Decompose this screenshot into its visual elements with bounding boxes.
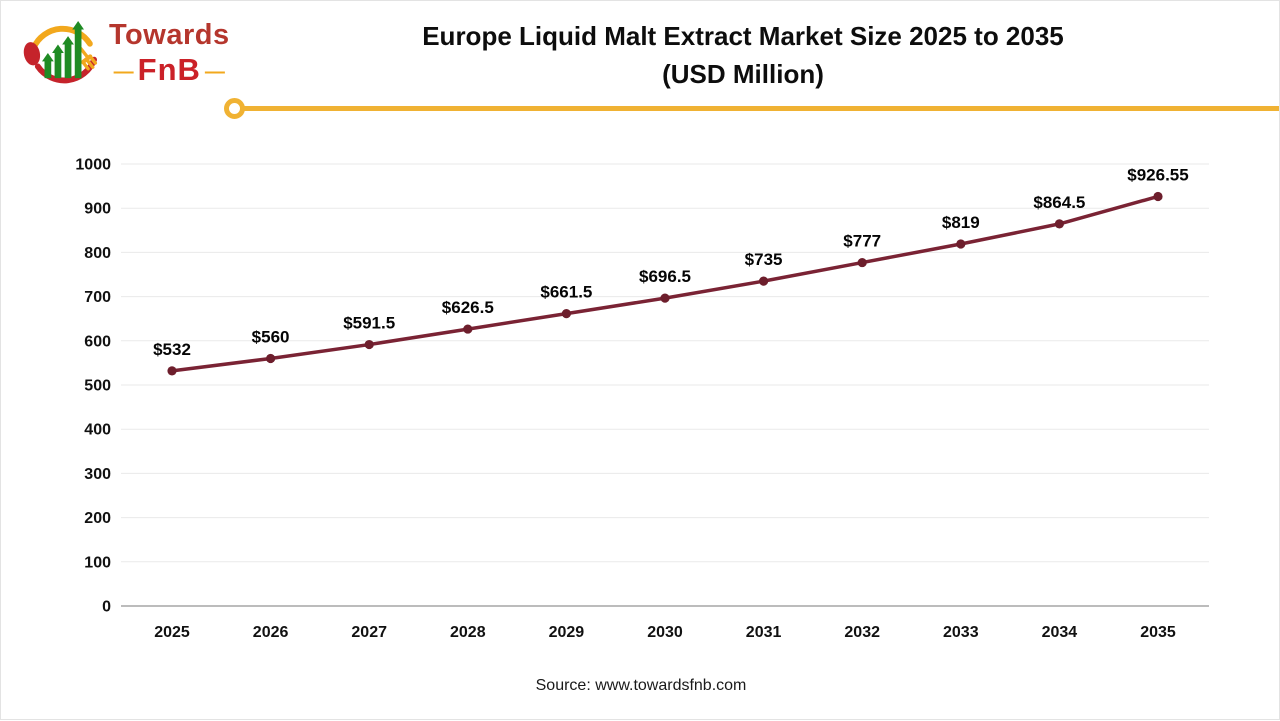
x-tick-label: 2027 bbox=[351, 624, 387, 641]
chart-title-line1: Europe Liquid Malt Extract Market Size 2… bbox=[422, 21, 1064, 51]
brand-wordmark: Towards — FnB — bbox=[109, 13, 230, 87]
y-tick-label: 300 bbox=[84, 466, 111, 483]
brand-logo: Towards — FnB — bbox=[21, 13, 230, 103]
x-tick-label: 2035 bbox=[1140, 624, 1176, 641]
y-tick-label: 0 bbox=[102, 599, 111, 616]
y-axis-labels: 0 100 200 300 400 500 600 700 800 900 1000 bbox=[75, 157, 111, 616]
data-label-2032: $777 bbox=[843, 232, 881, 251]
x-tick-label: 2025 bbox=[154, 624, 190, 641]
x-tick-label: 2031 bbox=[746, 624, 782, 641]
source-text: Source: www.towardsfnb.com bbox=[535, 677, 747, 694]
data-point-2030 bbox=[660, 293, 670, 303]
data-label-2035: $926.55 bbox=[1127, 165, 1188, 184]
data-label-2030: $696.5 bbox=[639, 267, 691, 286]
x-tick-label: 2034 bbox=[1042, 624, 1078, 641]
data-label-2028: $626.5 bbox=[442, 298, 494, 317]
x-tick-label: 2033 bbox=[943, 624, 979, 641]
data-point-2029 bbox=[561, 309, 572, 319]
y-tick-label: 600 bbox=[84, 333, 111, 350]
brand-dash-right: — bbox=[204, 60, 225, 83]
x-tick-label: 2028 bbox=[450, 624, 486, 641]
chart-title-line2: (USD Million) bbox=[662, 59, 824, 89]
data-point-2027 bbox=[364, 339, 374, 350]
data-label-2034: $864.5 bbox=[1033, 193, 1085, 212]
y-tick-label: 1000 bbox=[75, 157, 111, 174]
data-label-2027: $591.5 bbox=[343, 314, 395, 333]
chart-title: Europe Liquid Malt Extract Market Size 2… bbox=[211, 17, 1275, 93]
x-tick-label: 2029 bbox=[549, 624, 585, 641]
x-axis-labels: 2025 2026 2027 2028 2029 2030 2031 2032 2033 2034… bbox=[154, 624, 1176, 641]
data-point-2035 bbox=[1153, 191, 1163, 202]
x-tick-label: 2026 bbox=[253, 624, 289, 641]
data-point-2026 bbox=[266, 353, 276, 364]
header-divider-line bbox=[243, 106, 1279, 111]
x-tick-label: 2032 bbox=[844, 624, 880, 641]
y-tick-label: 900 bbox=[84, 201, 111, 218]
data-label-2029: $661.5 bbox=[540, 283, 592, 302]
data-label-2025: $532 bbox=[153, 340, 191, 359]
data-labels: $532 $560 $591.5 $626.5 $661.5 $696.5 $735 $777… bbox=[153, 165, 1189, 358]
gridlines bbox=[121, 163, 1209, 607]
y-tick-label: 800 bbox=[84, 245, 111, 262]
data-label-2031: $735 bbox=[745, 250, 783, 269]
data-point-2025 bbox=[167, 366, 177, 376]
data-point-2032 bbox=[857, 257, 867, 268]
brand-name-fnb: FnB bbox=[137, 52, 201, 87]
x-tick-label: 2030 bbox=[647, 624, 683, 641]
header-divider-ring-icon bbox=[224, 98, 245, 119]
data-point-2034 bbox=[1054, 219, 1064, 229]
data-point-2028 bbox=[463, 324, 473, 334]
towards-fnb-logo-icon bbox=[23, 21, 98, 84]
data-point-2033 bbox=[956, 239, 966, 249]
y-tick-label: 200 bbox=[84, 510, 111, 527]
data-label-2026: $560 bbox=[252, 327, 290, 346]
y-tick-label: 100 bbox=[84, 554, 111, 571]
data-points bbox=[167, 191, 1163, 376]
data-label-2033: $819 bbox=[942, 213, 980, 232]
brand-dash-left: — bbox=[113, 60, 134, 83]
y-tick-label: 700 bbox=[84, 289, 111, 306]
data-point-2031 bbox=[759, 276, 769, 286]
brand-name-towards: Towards bbox=[109, 19, 230, 51]
y-tick-label: 400 bbox=[84, 422, 111, 439]
y-tick-label: 500 bbox=[84, 378, 111, 395]
